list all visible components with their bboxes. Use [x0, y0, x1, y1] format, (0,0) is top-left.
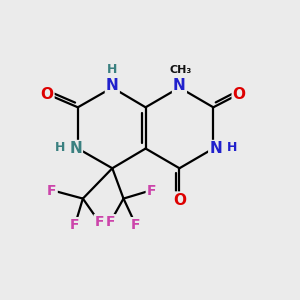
Text: N: N — [209, 141, 222, 156]
Text: N: N — [106, 78, 119, 93]
Text: O: O — [40, 87, 53, 102]
Text: F: F — [94, 215, 104, 229]
Text: H: H — [106, 63, 117, 76]
Text: H: H — [227, 141, 238, 154]
Text: O: O — [233, 87, 246, 102]
Text: CH₃: CH₃ — [170, 65, 192, 75]
Text: F: F — [131, 218, 141, 232]
Text: O: O — [173, 193, 186, 208]
Text: F: F — [70, 218, 80, 232]
Text: N: N — [69, 141, 82, 156]
Text: F: F — [106, 215, 115, 229]
Text: F: F — [147, 184, 156, 198]
Text: N: N — [173, 78, 186, 93]
Text: F: F — [47, 184, 57, 198]
Text: H: H — [54, 141, 65, 154]
